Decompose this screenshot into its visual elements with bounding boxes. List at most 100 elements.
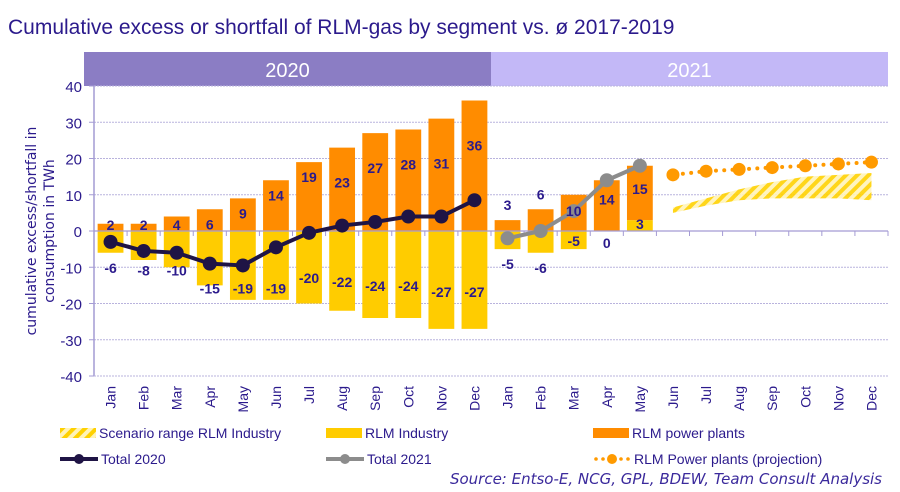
bar-rlm-industry	[329, 231, 356, 311]
bar-labels: 2 -6 2 -8 4 -10 6 -15 9 -19 14 -19 19 -20 23 -22 27 -24 28…	[104, 138, 648, 300]
projection-dot	[755, 166, 760, 171]
total-2020-point	[202, 256, 217, 271]
scenario-range-area	[672, 173, 872, 213]
bar-rlm-industry	[428, 231, 455, 329]
total-2020-point	[434, 209, 449, 224]
y-axis-label-line: cumulative excess/shortfall in	[24, 127, 40, 336]
bar-value-label: -15	[200, 280, 220, 296]
bars	[97, 100, 653, 329]
x-tick-label: Apr	[202, 386, 218, 408]
bar-rlm-industry	[560, 231, 587, 250]
projection-point	[831, 157, 845, 171]
total-2021-point	[566, 204, 581, 219]
x-tick-label: May	[632, 386, 648, 412]
y-tick-label: -30	[60, 333, 82, 350]
bar-value-label: -19	[266, 280, 286, 296]
bar-rlm-industry	[296, 231, 322, 304]
projection-point	[864, 155, 878, 169]
bar-value-label: -6	[104, 260, 117, 276]
total-2020-point	[136, 243, 151, 258]
bar-value-label: 9	[239, 205, 247, 221]
bar-value-label: 15	[632, 181, 648, 197]
projection-dot	[821, 162, 826, 167]
bar-value-label: 6	[206, 216, 214, 232]
bar-value-label: 27	[367, 160, 383, 176]
x-tick-label: Oct	[400, 386, 416, 408]
bar-rlm-power-plants	[329, 147, 356, 231]
bar-value-label: 2	[140, 217, 148, 233]
x-tick-label: Jul	[301, 386, 317, 404]
x-tick-label: Dec	[466, 386, 482, 411]
dotted-line-swatch-icon	[594, 454, 630, 464]
x-tick-label: Feb	[136, 386, 152, 410]
bar-value-label: -8	[137, 262, 150, 278]
y-tick-label: -20	[60, 297, 82, 314]
total-2020-point	[467, 193, 482, 208]
total-2021-point	[500, 231, 515, 246]
gridlines	[94, 85, 888, 377]
x-tick-label: Nov	[433, 386, 449, 411]
bar-value-label: -6	[534, 260, 547, 276]
projection-point	[666, 168, 680, 182]
y-tick-label: 30	[65, 115, 82, 132]
bar-rlm-industry	[626, 220, 653, 231]
x-tick-label: Nov	[830, 386, 846, 411]
bar-value-label: 23	[334, 175, 350, 191]
bar-rlm-power-plants	[130, 223, 157, 231]
total-2020-point	[368, 214, 383, 229]
total-2021-point	[533, 224, 548, 238]
total-2020-point	[401, 209, 416, 224]
hatch-swatch-icon	[60, 428, 96, 438]
legend-industry: RLM Industry	[326, 425, 448, 441]
bar-value-label: 4	[173, 217, 181, 233]
y-tick-label: -10	[60, 260, 82, 277]
projection-point	[798, 159, 812, 173]
x-axis-ticks: Jan Feb Mar Apr May Jun Jul Aug Sep Oct Nov Dec Jan F…	[103, 386, 880, 413]
projection-point	[699, 164, 713, 178]
year-band-2020	[84, 52, 491, 86]
x-tick-label: Sep	[367, 386, 383, 411]
x-tick-label: Aug	[731, 386, 747, 411]
total-2020-point	[335, 218, 350, 233]
line-marker-swatch-icon	[326, 454, 364, 464]
y-tick-label: 40	[65, 79, 82, 96]
bar-rlm-industry	[395, 231, 422, 318]
legend-projection: RLM Power plants (projection)	[593, 451, 822, 467]
y-axis-ticks: 40 30 20 10 0 -10 -20 -30 -40	[60, 79, 94, 386]
projection-dot	[689, 170, 694, 175]
source-note: Source: Entso-E, NCG, GPL, BDEW, Team Co…	[449, 470, 882, 488]
bar-rlm-power-plants	[494, 220, 521, 231]
x-tick-label: Jan	[500, 386, 516, 409]
bar-value-label: 10	[566, 203, 582, 219]
bar-value-label: -22	[332, 274, 352, 290]
bar-value-label: -27	[431, 284, 451, 300]
year-band-label: 2020	[265, 60, 310, 82]
projection-dot	[854, 160, 859, 165]
bar-rlm-power-plants	[626, 165, 653, 221]
bar-value-label: -20	[299, 270, 319, 286]
bar-value-label: -10	[167, 262, 187, 278]
total-2020-point	[302, 225, 317, 240]
lines	[103, 155, 878, 273]
scenario-range-area-shape	[672, 173, 872, 213]
projection-dot	[788, 164, 793, 169]
y-axis-label-line: consumption in TWh	[42, 159, 58, 303]
bar-swatch-icon	[326, 428, 362, 438]
legend-total-2021: Total 2021	[326, 451, 432, 467]
bar-value-label: -24	[365, 278, 385, 294]
bar-rlm-power-plants	[229, 198, 256, 231]
bar-rlm-power-plants	[97, 223, 124, 231]
x-tick-label: Dec	[863, 386, 879, 411]
projection-dot	[747, 166, 752, 171]
bar-value-label: 28	[401, 157, 417, 173]
bar-rlm-power-plants	[362, 133, 389, 231]
total-2020-point	[268, 240, 283, 255]
bar-value-label: 14	[599, 191, 615, 207]
projection-dot	[780, 165, 785, 170]
projection-point	[765, 161, 779, 175]
bar-rlm-industry	[527, 231, 554, 253]
total-2021-point	[632, 158, 647, 173]
x-tick-label: Aug	[334, 386, 350, 411]
year-band-2021	[491, 52, 888, 86]
